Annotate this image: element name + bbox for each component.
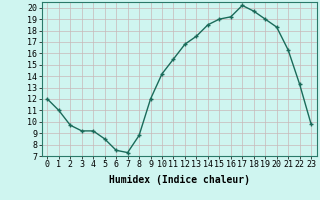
X-axis label: Humidex (Indice chaleur): Humidex (Indice chaleur) bbox=[109, 175, 250, 185]
